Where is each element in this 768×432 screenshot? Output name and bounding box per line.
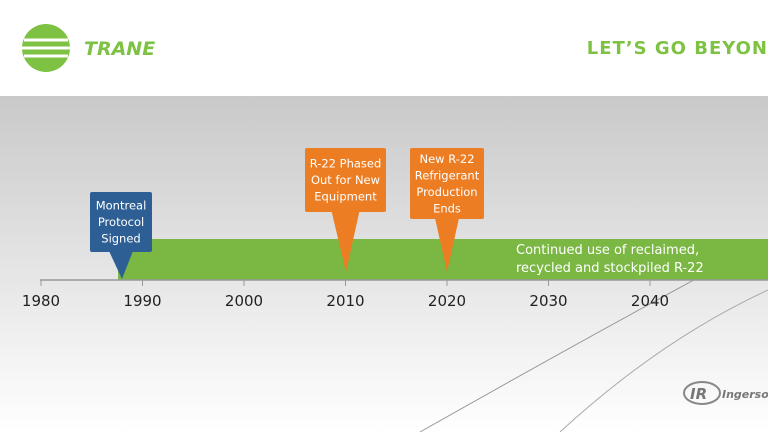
callout-box <box>410 148 484 219</box>
callout-text: Protocol <box>98 215 144 229</box>
decor-curve <box>559 289 768 432</box>
callout-pointer <box>435 218 459 272</box>
callout-box <box>305 148 386 212</box>
tick-label: 1980 <box>22 292 60 310</box>
callout-text: Signed <box>101 232 140 246</box>
logo-text: TRANE <box>84 38 155 60</box>
tick-label: 2020 <box>428 292 466 310</box>
tick-label: 2010 <box>326 292 364 310</box>
callout-text: Montreal <box>96 199 147 213</box>
tick-label: 1990 <box>123 292 161 310</box>
trane-logo: TRANE <box>22 24 155 72</box>
bar-label: recycled and stockpiled R-22 <box>516 261 704 276</box>
callout-text: New R-22 <box>419 152 474 166</box>
callout-box <box>90 192 152 252</box>
tagline: LET’S GO BEYON <box>587 38 768 59</box>
callout-pointer <box>331 211 360 272</box>
tick-label: 2030 <box>529 292 567 310</box>
header-band <box>0 0 768 96</box>
callout-text: Production <box>416 185 477 199</box>
callout-text: Equipment <box>314 190 377 204</box>
tick-label: 2000 <box>225 292 263 310</box>
callout-text: Refrigerant <box>415 168 480 182</box>
ir-text: Ingersoll R <box>722 388 768 401</box>
tick-label: 2040 <box>631 292 669 310</box>
ir-logo: IR Ingersoll R <box>683 381 768 405</box>
callout-text: Out for New <box>311 173 380 187</box>
svg-text:IR: IR <box>690 385 707 403</box>
bar-label: Continued use of reclaimed, <box>516 243 699 258</box>
callout-text: R-22 Phased <box>310 157 382 171</box>
callout-pointer <box>109 251 133 279</box>
callout-text: Ends <box>433 201 461 215</box>
